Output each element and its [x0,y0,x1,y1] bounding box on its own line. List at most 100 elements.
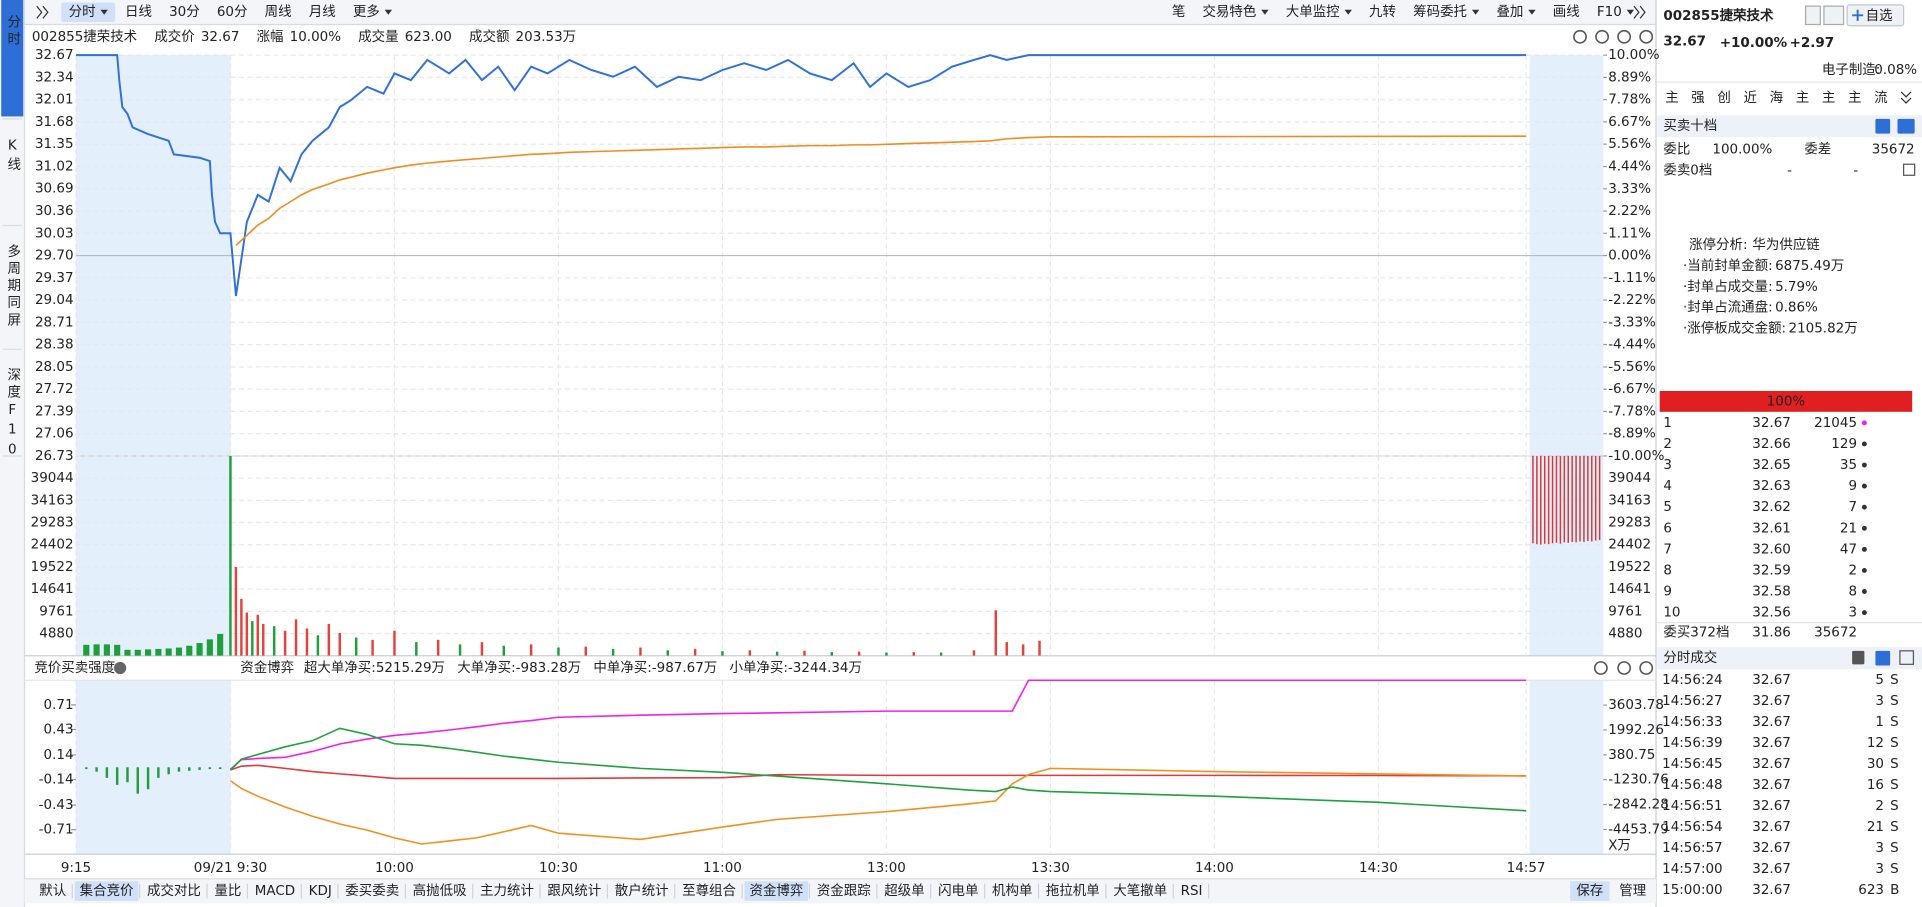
toolbar-button-label[interactable]: 筹码委托 [1413,3,1467,20]
volume-bars [83,455,1041,656]
bottom-tab-label[interactable]: 量比 [214,883,241,899]
stock-name: 002855捷荣技术 [1663,7,1774,24]
bid-dot [1861,483,1867,489]
bottom-tab-label[interactable]: MACD [255,883,295,899]
toolbar-button-label[interactable]: 60分 [217,4,248,20]
lock-icon[interactable] [1852,650,1865,665]
bottom-tab-label[interactable]: 机构单 [992,883,1032,899]
bottom-tab-label[interactable]: 大笔撤单 [1113,883,1167,899]
quote-change-label: 涨幅 [257,29,284,45]
toolbar-button-label[interactable]: 画线 [1553,4,1580,20]
toolbar-button-label[interactable]: 九转 [1369,4,1396,20]
bid-volume: 129 [1831,436,1857,452]
toolbar-button-label[interactable]: 叠加 [1496,4,1523,20]
nav-tab-label[interactable]: 深度F10 [4,368,21,461]
action-button[interactable] [1570,881,1610,901]
trade-time: 14:56:57 [1662,840,1723,856]
shortcut-button[interactable]: 主 [1848,90,1861,106]
chart-tool-icon[interactable] [1639,29,1654,44]
nav-tab-label[interactable]: 多周期同屏 [4,243,21,330]
shortcut-button[interactable]: 流 [1874,90,1887,106]
bid-price: 32.63 [1752,478,1791,494]
bottom-tab-label[interactable]: RSI [1181,883,1203,899]
bottom-tab-label[interactable]: 集合竞价 [80,882,134,899]
bottom-tab[interactable] [74,881,139,901]
expand-icon[interactable] [1633,5,1646,19]
shortcut-button[interactable]: 海 [1770,90,1783,106]
nav-tab[interactable] [1,352,24,454]
chart-tool-icon[interactable] [1573,29,1587,44]
volume-bar [186,645,193,656]
plus-icon[interactable] [1852,9,1864,21]
alert-icon[interactable] [1823,5,1845,26]
bottom-tab-label[interactable]: KDJ [309,883,332,899]
level-icon[interactable] [1897,118,1915,134]
bottom-tab-label[interactable]: 资金跟踪 [817,883,871,899]
shortcut-button[interactable]: 强 [1691,90,1704,106]
bottom-tab-label[interactable]: 主力统计 [480,883,534,899]
toolbar-button-label[interactable]: 周线 [265,4,292,20]
bid-level: 6 [1663,520,1672,536]
volume-bar [165,648,172,656]
volume-bar [557,647,560,656]
shortcut-button[interactable]: 主 [1665,90,1678,106]
bottom-tab-label[interactable]: 默认 [39,883,66,899]
shortcut-button[interactable]: 主 [1796,90,1809,106]
indicator-tool-icon[interactable] [1593,661,1608,675]
volume-bar [134,649,141,656]
toolbar-button-label[interactable]: 交易特色 [1202,3,1256,20]
toolbar-button-label[interactable]: 更多 [353,3,380,20]
auction-bar [95,767,98,772]
toolbar-button-label[interactable]: 分时 [69,4,96,20]
nav-tab[interactable] [1,229,24,347]
indicator-tool-icon[interactable] [1639,661,1654,675]
chart-tool-icon[interactable] [1595,29,1610,44]
toolbar-button-label[interactable]: 日线 [125,4,152,20]
nav-tab-label[interactable]: K线 [4,137,21,174]
expand-icon[interactable] [36,5,49,19]
action-button-label[interactable]: 管理 [1619,883,1646,899]
watch-button[interactable] [1846,4,1905,27]
bottom-tab-label[interactable]: 超级单 [884,883,924,899]
toolbar-button-label[interactable]: 大单监控 [1286,4,1340,20]
trade-time: 14:56:39 [1662,735,1723,751]
expand-icon[interactable] [1899,650,1915,665]
action-button[interactable] [1613,881,1653,901]
view-icon[interactable] [1875,118,1891,134]
collapse-icon[interactable] [1900,91,1912,104]
indicator-tool-icon[interactable] [1617,661,1632,675]
volume-bar [393,630,396,656]
bottom-tab-label[interactable]: 资金博弈 [749,883,803,899]
bottom-tab-label[interactable]: 高抛低吸 [413,882,467,899]
shortcut-button[interactable]: 近 [1744,90,1757,106]
volume-bar [584,646,588,656]
toolbar-button-label[interactable]: 30分 [169,4,200,20]
nav-tab-label[interactable]: 分时 [4,15,21,49]
nav-tab[interactable] [1,0,24,117]
x-tick-label: 11:00 [703,860,742,876]
quote-price-label: 成交价 [154,28,195,45]
shortcut-button[interactable]: 主 [1822,90,1835,106]
bottom-tab-label[interactable]: 闪电单 [938,883,978,899]
action-button-label[interactable]: 保存 [1576,883,1603,899]
view-icon[interactable] [1875,650,1891,666]
bottom-tab-label[interactable]: 跟风统计 [547,883,601,899]
expand-icon[interactable] [1903,163,1916,176]
bottom-tab-label[interactable]: 成交对比 [147,882,201,899]
help-icon[interactable] [113,661,127,675]
bottom-tab-label[interactable]: 散户统计 [615,882,669,899]
bottom-tab[interactable] [744,881,809,901]
nav-tab[interactable] [1,122,24,224]
chart-tool-icon[interactable] [1617,29,1632,44]
toolbar-button-label[interactable]: 笔 [1172,4,1185,20]
shortcut-button[interactable]: 创 [1717,90,1730,106]
y2-tick-label: 0.00% [1608,248,1651,264]
bottom-tab-label[interactable]: 拖拉机单 [1046,883,1100,899]
info-icon[interactable] [1804,5,1821,26]
toolbar-button-label[interactable]: 月线 [309,4,336,20]
toolbar-button[interactable] [61,2,116,23]
toolbar-button-label[interactable]: F10 [1597,4,1622,20]
bottom-tab-label[interactable]: 至尊组合 [682,883,736,899]
watch-button-label[interactable]: 自选 [1866,8,1893,24]
bottom-tab-label[interactable]: 委买委卖 [345,883,399,899]
